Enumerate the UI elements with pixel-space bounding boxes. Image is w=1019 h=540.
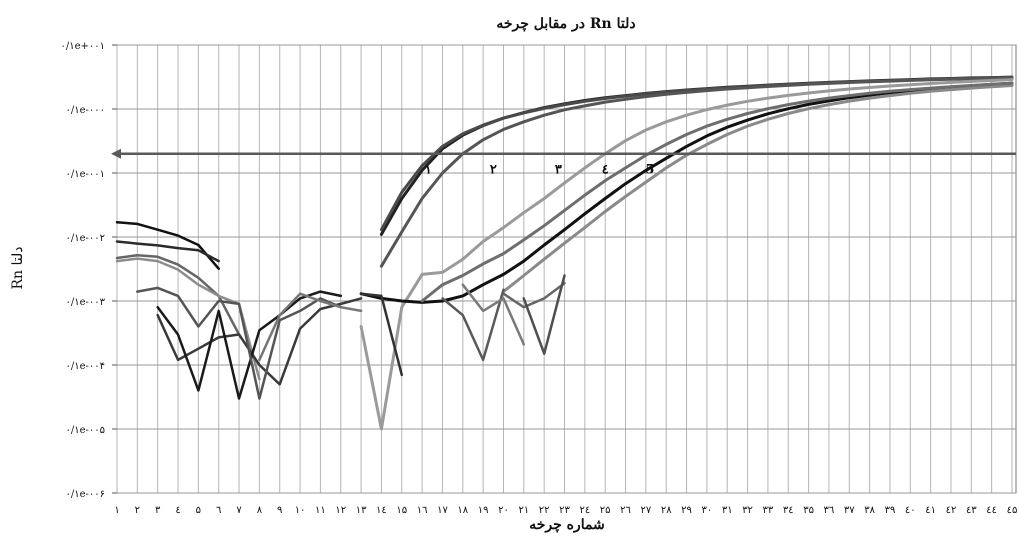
x-tick-label: ۱۱ bbox=[315, 505, 326, 516]
x-tick-label: ۳۸ bbox=[864, 505, 875, 516]
y-tick-label: ۰/۱e-۰۰۰ bbox=[65, 105, 105, 116]
x-tick-label: ۱۹ bbox=[478, 505, 489, 516]
x-tick-label: ۳۹ bbox=[885, 505, 896, 516]
y-tick-label: ۰/۱e-۰۰۳ bbox=[65, 297, 105, 308]
x-tick-label: ۲۳ bbox=[559, 505, 570, 516]
x-tick-label: ۱٦ bbox=[417, 505, 428, 516]
x-tick-label: ۳۳ bbox=[763, 505, 774, 516]
curve-number-label: ۲ bbox=[490, 163, 497, 178]
x-tick-label: ۳٤ bbox=[783, 505, 794, 516]
x-tick-label: ۲ bbox=[135, 505, 140, 516]
curve-number-label: ۳ bbox=[555, 163, 562, 178]
x-tick-label: ۱۷ bbox=[437, 505, 448, 516]
x-tick-label: ۲۱ bbox=[518, 505, 529, 516]
x-tick-label: ۲۸ bbox=[661, 505, 672, 516]
series-line bbox=[441, 288, 505, 362]
curve-number-label: ۱ bbox=[425, 163, 432, 178]
x-tick-label: ۳٦ bbox=[824, 505, 835, 516]
x-tick-label: ۷ bbox=[236, 505, 242, 516]
x-tick-label: ۳۷ bbox=[844, 505, 855, 516]
x-tick-label: ۲۲ bbox=[539, 505, 550, 516]
x-tick-label: ۲۰ bbox=[498, 505, 509, 516]
x-tick-label: ۲٤ bbox=[579, 505, 590, 516]
series-group bbox=[115, 75, 1014, 431]
series-line bbox=[359, 78, 1014, 431]
y-tick-label: ۰/۱e-۰۰۵ bbox=[65, 425, 105, 436]
series-line bbox=[461, 283, 526, 346]
grid-group bbox=[112, 44, 1017, 494]
series-line bbox=[502, 281, 566, 309]
x-tick-label: ٤٤ bbox=[986, 505, 997, 516]
series-line bbox=[502, 84, 1014, 294]
series-line bbox=[115, 221, 220, 270]
x-tick-label: ۲۵ bbox=[600, 505, 611, 516]
x-tick-label: ۳۲ bbox=[742, 505, 753, 516]
curve-number-label: 5 bbox=[645, 163, 654, 178]
x-tick-label: ۲۹ bbox=[681, 505, 692, 516]
x-tick-label: ۳۰ bbox=[702, 505, 713, 516]
x-tick-label: ۸ bbox=[257, 505, 263, 516]
series-line bbox=[156, 290, 343, 400]
x-tick-label: ۱۲ bbox=[335, 505, 346, 516]
x-tick-label: ٤۰ bbox=[905, 505, 916, 516]
curve-number-label: ٤ bbox=[602, 163, 609, 178]
x-tick-label: ۱۰ bbox=[295, 505, 306, 516]
series-line bbox=[156, 297, 363, 386]
y-tick-label: ۰/۱e-۰۰۱ bbox=[65, 169, 105, 180]
x-tick-label: ۱۳ bbox=[356, 505, 367, 516]
x-tick-label: ٤۲ bbox=[946, 505, 957, 516]
series-line bbox=[379, 76, 1014, 268]
x-tick-label: ٤۳ bbox=[966, 505, 977, 516]
y-axis-label: دلتا Rn bbox=[10, 246, 26, 289]
x-tick-label: ٤۵ bbox=[1007, 505, 1018, 516]
x-tick-label: ۱٤ bbox=[376, 505, 387, 516]
x-tick-label: ۳۱ bbox=[722, 505, 733, 516]
x-tick-label: ۳۵ bbox=[803, 505, 814, 516]
y-tick-label: ۰/۱e-۰۰۶ bbox=[65, 489, 105, 500]
series-line bbox=[258, 292, 363, 362]
series-line bbox=[136, 286, 343, 400]
chart-title: دلتا Rn در مقابل چرخه bbox=[496, 16, 635, 32]
x-tick-label: ۹ bbox=[277, 505, 282, 516]
x-tick-label: ٦ bbox=[216, 505, 221, 516]
x-tick-label: ۲٦ bbox=[620, 505, 631, 516]
x-tick-label: ٤ bbox=[175, 505, 180, 516]
x-tick-label: ۲۷ bbox=[640, 505, 651, 516]
series-line bbox=[522, 274, 566, 355]
x-tick-label: ۱۵ bbox=[396, 505, 407, 516]
y-tick-label: ۰/۱e-۰۰۴ bbox=[65, 361, 105, 372]
y-tick-label: ۰/۱e+۰۰۱ bbox=[60, 41, 105, 52]
x-tick-label: ۳ bbox=[155, 505, 161, 516]
x-tick-label: ۱۸ bbox=[457, 505, 468, 516]
x-tick-label: ۵ bbox=[196, 505, 201, 516]
series-line bbox=[359, 292, 404, 377]
x-tick-label: ٤۱ bbox=[925, 505, 936, 516]
x-axis-label: شماره چرخه bbox=[529, 517, 605, 533]
x-tick-label: ۱ bbox=[114, 505, 119, 516]
series-line bbox=[115, 240, 220, 263]
threshold-arrow bbox=[111, 148, 121, 159]
y-tick-label: ۰/۱e-۰۰۲ bbox=[65, 233, 105, 244]
plot-area bbox=[116, 44, 1017, 494]
series-line bbox=[420, 81, 1014, 303]
